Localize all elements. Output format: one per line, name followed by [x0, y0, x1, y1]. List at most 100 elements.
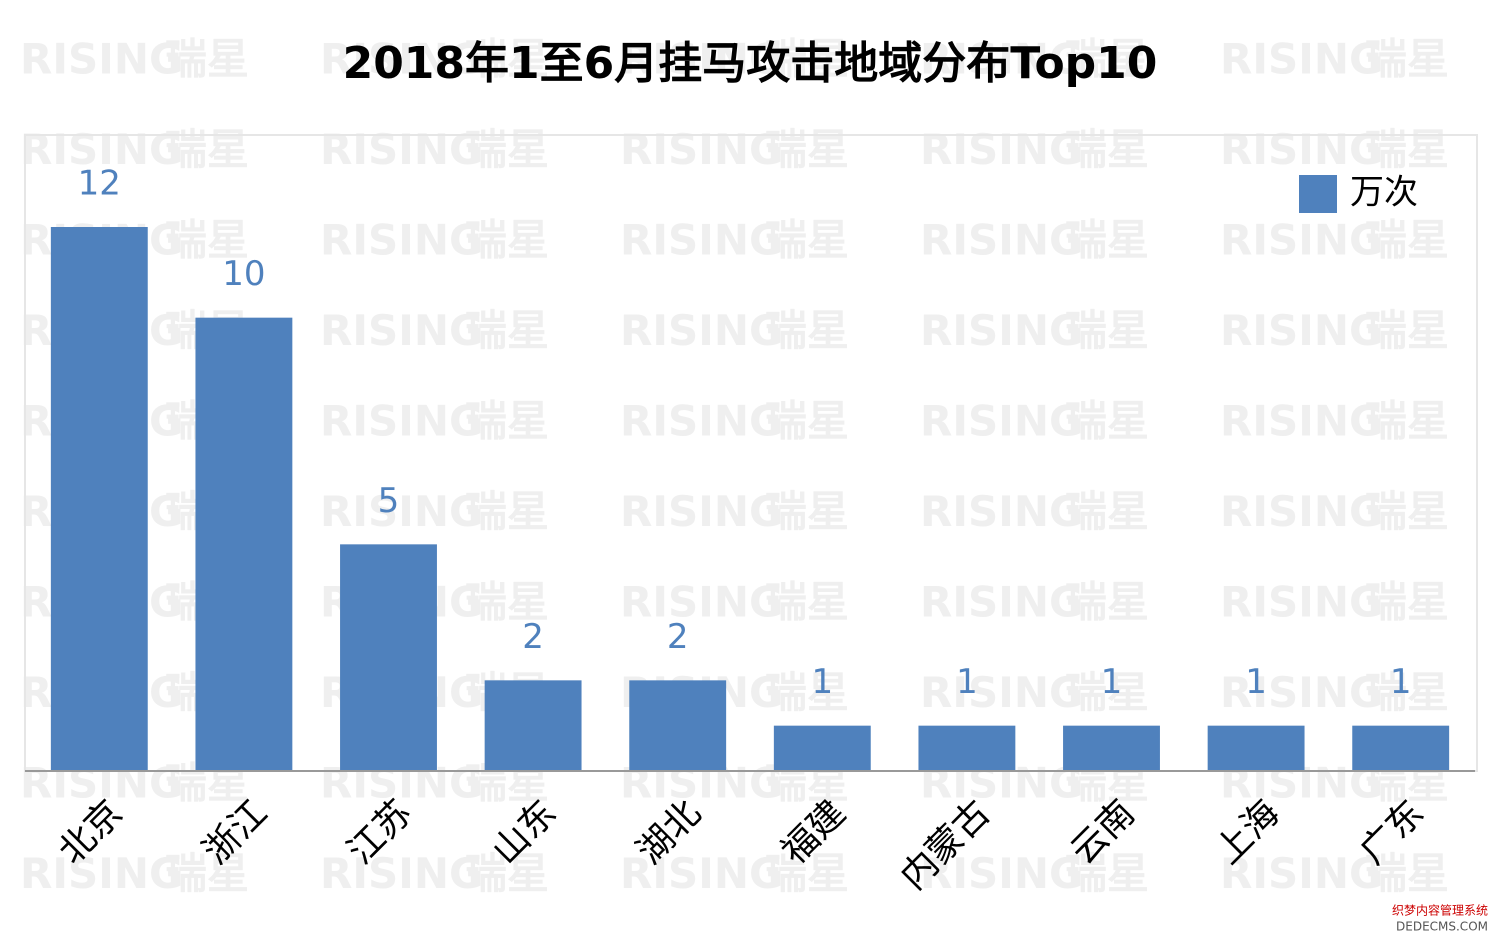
watermark-text: 瑞星	[765, 578, 849, 627]
watermark-text: RISING	[1220, 849, 1383, 898]
watermark-text: RISING	[920, 578, 1083, 627]
watermark-text: RISING	[620, 487, 783, 536]
watermark-text: RISING	[620, 125, 783, 174]
watermark-text: 瑞星	[765, 487, 849, 536]
watermark-text: RISING	[620, 397, 783, 446]
watermark-text: 瑞星	[165, 35, 249, 84]
watermark-text: 瑞星	[465, 397, 549, 446]
watermark-text: 瑞星	[1065, 668, 1149, 717]
watermark-text: RISING	[620, 578, 783, 627]
watermark-text: 瑞星	[1065, 306, 1149, 355]
watermark-text: 瑞星	[765, 125, 849, 174]
watermark-text: RISING	[920, 487, 1083, 536]
watermark-text: RISING	[620, 35, 783, 84]
watermark-text: RISING	[920, 306, 1083, 355]
watermark-text: 瑞星	[1365, 306, 1449, 355]
watermark-text: 瑞星	[1065, 35, 1149, 84]
watermark-text: 瑞星	[465, 306, 549, 355]
data-label: 5	[378, 481, 400, 521]
watermark-text: RISING	[1220, 216, 1383, 265]
data-label: 1	[1101, 662, 1123, 702]
bar	[629, 680, 727, 771]
data-label: 12	[78, 164, 121, 204]
watermark-text: 瑞星	[1065, 216, 1149, 265]
watermark-text: RISING	[320, 487, 483, 536]
watermark-text: 瑞星	[165, 216, 249, 265]
data-label: 1	[1390, 662, 1412, 702]
watermark-text: 瑞星	[465, 578, 549, 627]
watermark-text: 瑞星	[1365, 578, 1449, 627]
bar	[484, 680, 582, 771]
watermark-text: 瑞星	[165, 849, 249, 898]
watermark-text: 瑞星	[1365, 125, 1449, 174]
watermark-text: 瑞星	[1365, 487, 1449, 536]
watermark-text: RISING	[320, 849, 483, 898]
bar	[1352, 725, 1450, 771]
watermark-text: RISING	[920, 125, 1083, 174]
watermark-text: 瑞星	[765, 35, 849, 84]
watermark-text: 瑞星	[465, 125, 549, 174]
watermark-text: RISING	[20, 35, 183, 84]
watermark-text: 瑞星	[765, 216, 849, 265]
watermark-text: 瑞星	[1365, 35, 1449, 84]
bar	[50, 227, 148, 771]
watermark-text: 瑞星	[1065, 578, 1149, 627]
corner-mark: DEDECMS.COM	[1396, 920, 1488, 934]
watermark-text: RISING	[320, 216, 483, 265]
data-label: 1	[1245, 662, 1267, 702]
data-label: 2	[522, 617, 544, 657]
watermark-text: 瑞星	[1365, 216, 1449, 265]
bar	[773, 725, 871, 771]
watermark-text: RISING	[920, 849, 1083, 898]
bar	[1207, 725, 1305, 771]
watermark-text: RISING	[20, 849, 183, 898]
chart-title: 2018年1至6月挂马攻击地域分布Top10	[343, 38, 1158, 89]
watermark-text: 瑞星	[1065, 125, 1149, 174]
watermark-text: RISING	[1220, 578, 1383, 627]
watermark-text: RISING	[1220, 668, 1383, 717]
watermark-text: 瑞星	[1365, 849, 1449, 898]
bar	[1063, 725, 1160, 771]
watermark-text: RISING	[620, 216, 783, 265]
watermark-text: RISING	[920, 35, 1083, 84]
data-label: 1	[956, 662, 978, 702]
watermark-text: 瑞星	[165, 125, 249, 174]
watermark-text: 瑞星	[465, 849, 549, 898]
watermark-text: 瑞星	[765, 668, 849, 717]
watermark-text: 瑞星	[765, 397, 849, 446]
data-label: 2	[667, 617, 689, 657]
watermark-text: 瑞星	[1365, 397, 1449, 446]
watermark-text: RISING	[920, 216, 1083, 265]
watermark-text: 瑞星	[465, 216, 549, 265]
watermark-text: RISING	[920, 397, 1083, 446]
watermark-text: RISING	[1220, 397, 1383, 446]
watermark-text: 瑞星	[1365, 668, 1449, 717]
bar	[918, 725, 1016, 771]
watermark-text: RISING	[320, 35, 483, 84]
watermark-text: RISING	[320, 397, 483, 446]
legend-label: 万次	[1350, 173, 1418, 213]
bar	[195, 317, 293, 771]
watermark-text: RISING	[1220, 125, 1383, 174]
watermark-text: RISING	[1220, 306, 1383, 355]
watermark-text: 瑞星	[1065, 849, 1149, 898]
watermark-text: RISING	[920, 668, 1083, 717]
watermark-text: RISING	[1220, 35, 1383, 84]
watermark-text: 瑞星	[465, 35, 549, 84]
watermark-text: RISING	[20, 125, 183, 174]
data-label: 10	[222, 254, 265, 294]
watermark-text: RISING	[320, 125, 483, 174]
corner-mark: 织梦内容管理系统	[1392, 903, 1488, 918]
watermark-text: RISING	[620, 849, 783, 898]
watermark-text: 瑞星	[1065, 487, 1149, 536]
watermark-text: 瑞星	[1065, 397, 1149, 446]
bar	[340, 544, 437, 771]
watermark-text: RISING	[620, 306, 783, 355]
watermark-text: RISING	[320, 306, 483, 355]
watermark-text: 瑞星	[465, 487, 549, 536]
watermark-text: 瑞星	[765, 849, 849, 898]
watermark-text: RISING	[1220, 487, 1383, 536]
watermark-text: 瑞星	[765, 306, 849, 355]
data-label: 1	[811, 662, 833, 702]
